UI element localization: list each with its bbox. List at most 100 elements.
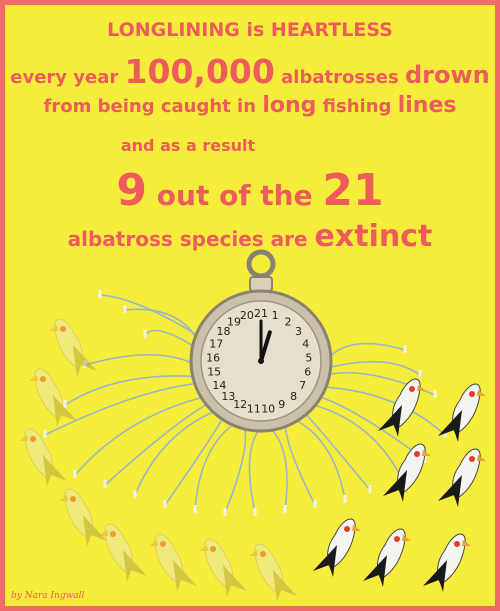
hook [283,505,287,513]
fishing-line [84,353,192,366]
cause-prefix: from being caught in [43,96,257,117]
clock-number: 4 [302,338,309,351]
clock-number: 8 [290,390,297,403]
stat-middle: albatrosses [281,67,399,88]
clock-number: 16 [206,351,220,364]
stat-verb: drown [404,61,490,89]
clock-number: 10 [261,403,275,416]
hook [133,490,137,498]
drowned-albatross [19,428,67,487]
hook [193,505,197,513]
fishing-line [330,342,406,357]
albatross [423,533,471,592]
cause-line: from being caught in long fishing lines [5,93,495,118]
clock-number: 21 [254,307,268,320]
clock-number: 17 [209,338,223,351]
albatross [363,528,411,587]
albatross [438,383,486,442]
hook [418,370,422,378]
headline: LONGLINING is HEARTLESS [107,19,393,41]
hook [123,305,127,313]
stat-line: every year 100,000 albatrosses drown [5,52,495,91]
hook [98,290,102,298]
clock-number: 20 [240,309,254,322]
fishing-line [296,420,346,501]
clock-number: 18 [217,325,231,338]
hook [73,470,77,478]
hook [143,330,147,338]
clock-number: 9 [278,398,285,411]
clock-number: 14 [212,379,226,392]
fishing-line [144,329,194,347]
clock-number: 5 [305,351,312,364]
fishing-line [194,424,234,511]
hook [253,508,257,516]
hook [423,455,427,463]
hook [223,508,227,516]
clock-number: 3 [295,325,302,338]
fishing-line [134,411,214,496]
albatross [383,443,431,502]
albatross [438,448,486,507]
clock-number: 1 [272,309,279,322]
cause-middle: fishing [322,96,392,117]
cause-emph: long [262,93,317,118]
hook [313,500,317,508]
drowned-albatross [29,368,77,427]
fishing-line [305,413,371,491]
hook [343,495,347,503]
hook [443,430,447,438]
hook [83,360,87,368]
fishing-line [64,375,193,406]
fishing-line [271,429,288,511]
extinct-prefix: albatross species are [67,227,308,251]
fishing-lines [43,290,447,516]
drowned-albatross [249,543,297,602]
cause-suffix: lines [397,93,457,118]
hook [63,400,67,408]
extinct-line: albatross species are extinct [5,219,495,254]
stat-prefix: every year [10,67,119,88]
watch-ring [246,249,276,279]
fishing-line [325,386,446,436]
fishing-line [284,426,316,506]
hook [403,345,407,353]
clock-number: 19 [227,315,241,328]
result-num-b: 21 [322,165,384,216]
hook [163,500,167,508]
drowned-albatross [49,318,97,377]
fishing-line [224,428,247,514]
extinct-emph: extinct [314,219,433,254]
fishing-line [44,382,195,436]
poster: LONGLINING is HEARTLESS every year 100,0… [5,5,495,606]
clock-number: 15 [207,366,221,379]
drowned-albatross [199,538,247,597]
fishing-line [124,308,197,337]
clock-number: 13 [221,390,235,403]
clock-number: 11 [247,403,261,416]
fishing-line [164,418,223,506]
fishing-line [99,294,197,336]
stat-number: 100,000 [124,52,275,91]
albatross [313,518,361,577]
drowned-albatross [99,523,147,582]
fishing-line [74,396,202,476]
hook [43,430,47,438]
fishing-line [104,403,207,486]
albatross [378,378,426,437]
fishing-line [314,404,401,476]
drowned-albatross [149,533,197,592]
result-middle: out of the [156,179,313,212]
watch-crown [249,276,273,292]
clock-number: 12 [233,398,247,411]
clock-number: 6 [304,366,311,379]
signature: by Nara Ingwall [11,591,85,601]
clock-center [258,358,264,364]
albatross-flock [19,318,486,602]
hook [103,480,107,488]
result-line: 9 out of the 21 [5,165,495,216]
hook [433,390,437,398]
